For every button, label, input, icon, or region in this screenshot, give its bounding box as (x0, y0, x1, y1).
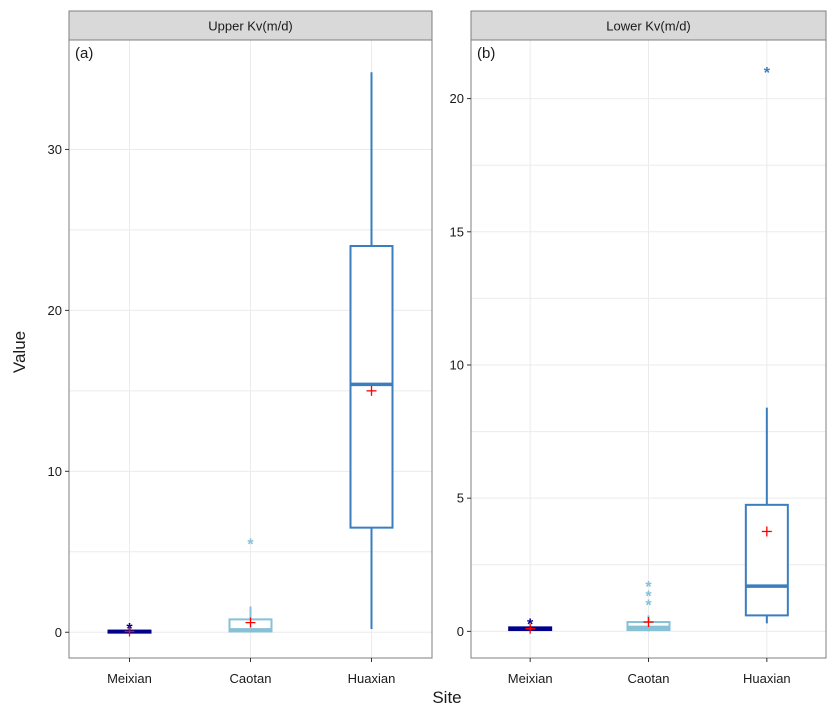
y-tick-label: 30 (48, 142, 62, 157)
y-tick-label: 10 (48, 464, 62, 479)
mean-marker (643, 617, 654, 628)
box-meixian: * (107, 621, 152, 638)
x-tick-label: Meixian (508, 671, 553, 686)
mean-marker (525, 623, 536, 634)
box-huaxian (349, 72, 394, 630)
panel-tag: (a) (75, 45, 93, 62)
box-iqr (744, 503, 789, 617)
panels-group: Upper Kv(m/d) 0 10 20 30 Meixian Caotan Huaxian… (48, 10, 827, 686)
strip-label: Lower Kv(m/d) (606, 19, 691, 34)
outlier-point: * (764, 65, 771, 82)
panel-tag: (b) (477, 45, 495, 62)
mean-marker (245, 617, 256, 628)
outlier-point: * (247, 537, 254, 554)
panel-b: Lower Kv(m/d) 0 5 10 15 20 Meixian Caotan Huaxia… (450, 10, 827, 686)
x-tick-label: Caotan (628, 671, 670, 686)
strip-label: Upper Kv(m/d) (208, 19, 293, 34)
outlier-point: * (645, 579, 652, 596)
x-axis-title: Site (432, 688, 461, 707)
box-caotan: * (228, 537, 273, 633)
y-tick-label: 0 (457, 624, 464, 639)
outlier-point: * (645, 598, 652, 615)
outlier-point: * (645, 588, 652, 605)
mean-marker (366, 385, 377, 396)
y-tick-label: 20 (450, 91, 464, 106)
y-tick-label: 15 (450, 224, 464, 239)
y-tick-label: 0 (55, 625, 62, 640)
x-tick-label: Huaxian (743, 671, 791, 686)
mean-marker (761, 526, 772, 537)
x-tick-label: Caotan (230, 671, 272, 686)
mean-marker (124, 626, 135, 637)
box-meixian: * (508, 616, 553, 634)
x-tick-label: Meixian (107, 671, 152, 686)
box-huaxian: * (744, 65, 789, 624)
box-caotan: *** (626, 579, 671, 632)
panel-a: Upper Kv(m/d) 0 10 20 30 Meixian Caotan Huaxian… (48, 10, 433, 686)
y-tick-label: 5 (457, 491, 464, 506)
gridlines (471, 40, 826, 658)
y-axis-title: Value (10, 331, 29, 373)
x-tick-label: Huaxian (348, 671, 396, 686)
y-tick-label: 20 (48, 303, 62, 318)
strip-background (68, 10, 433, 41)
y-tick-label: 10 (450, 357, 464, 372)
